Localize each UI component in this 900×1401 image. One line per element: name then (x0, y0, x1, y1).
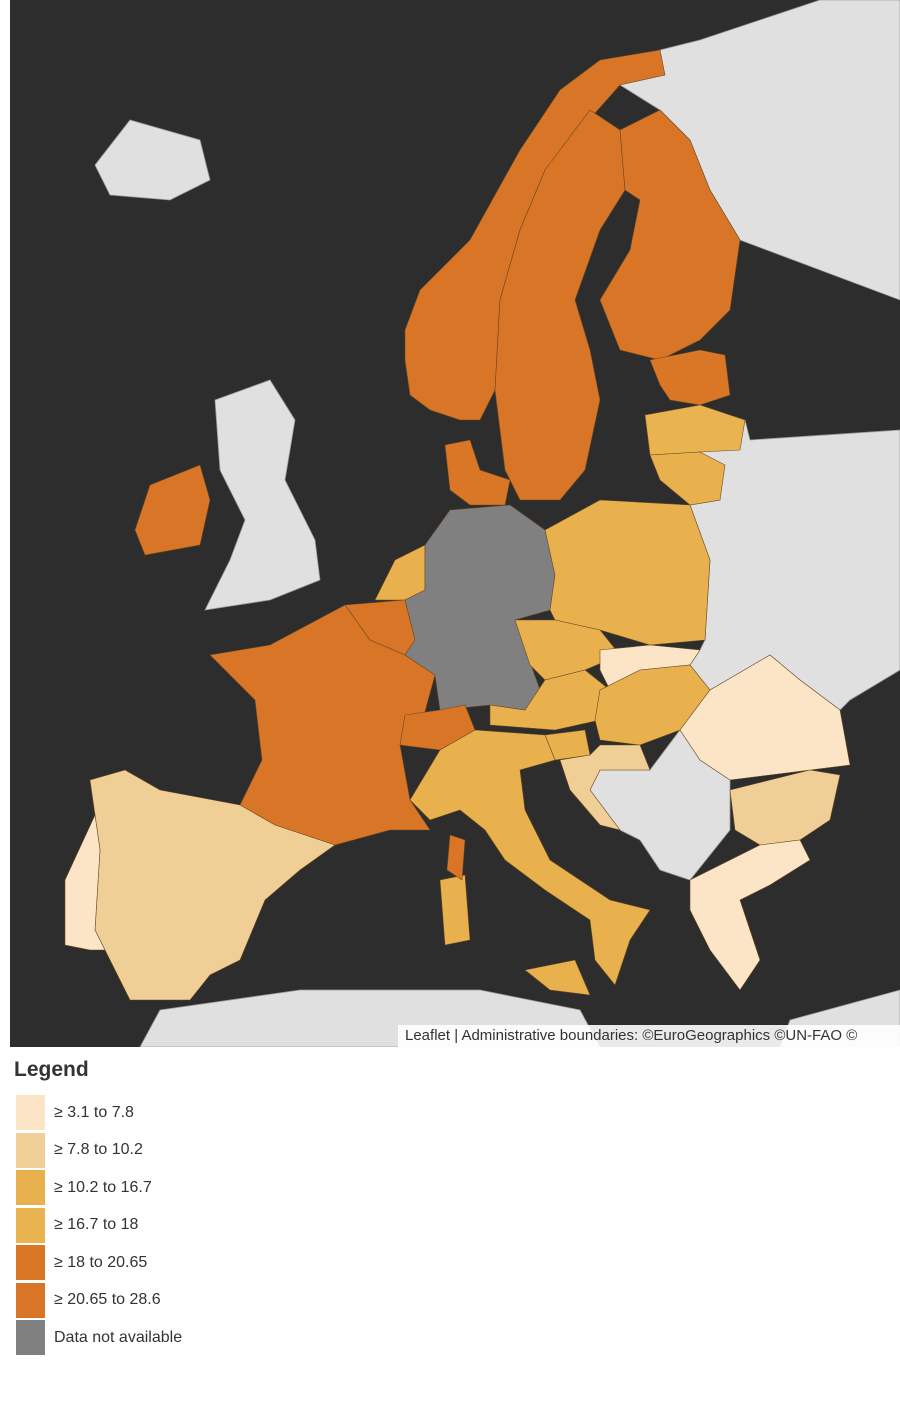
legend-item: ≥ 20.65 to 28.6 (14, 1282, 182, 1320)
legend-swatch (16, 1320, 45, 1356)
united-kingdom (204, 379, 321, 611)
legend-item: Data not available (14, 1319, 182, 1357)
legend-title: Legend (14, 1058, 89, 1081)
legend-item: ≥ 7.8 to 10.2 (14, 1132, 182, 1170)
iceland (94, 119, 211, 201)
legend: Legend ≥ 3.1 to 7.8 ≥ 7.8 to 10.2 ≥ 10.2 t… (14, 1058, 182, 1357)
portugal[interactable] (64, 813, 106, 951)
ireland[interactable] (134, 464, 211, 556)
legend-swatch (16, 1095, 45, 1131)
legend-item: ≥ 10.2 to 16.7 (14, 1169, 182, 1207)
legend-label: ≥ 20.65 to 28.6 (54, 1291, 161, 1309)
finland[interactable] (599, 109, 741, 361)
greece[interactable] (689, 839, 811, 991)
legend-label: Data not available (54, 1328, 183, 1346)
legend-item: ≥ 16.7 to 18 (14, 1207, 182, 1245)
estonia[interactable] (649, 349, 731, 406)
legend-label: ≥ 16.7 to 18 (54, 1216, 139, 1234)
croatia[interactable] (559, 744, 651, 831)
lithuania[interactable] (649, 451, 726, 506)
legend-items: ≥ 3.1 to 7.8 ≥ 7.8 to 10.2 ≥ 10.2 to 16.7 ≥… (14, 1094, 182, 1357)
legend-swatch (16, 1282, 45, 1318)
legend-label: ≥ 18 to 20.65 (54, 1253, 148, 1271)
sicily[interactable] (524, 959, 591, 996)
legend-swatch (16, 1207, 45, 1243)
legend-swatch (16, 1245, 45, 1281)
legend-label: ≥ 7.8 to 10.2 (54, 1141, 143, 1159)
bulgaria[interactable] (729, 769, 841, 846)
italy[interactable] (409, 729, 651, 986)
legend-item: ≥ 3.1 to 7.8 (14, 1094, 182, 1132)
sardinia[interactable] (439, 874, 471, 946)
legend-swatch (16, 1132, 45, 1168)
legend-item: ≥ 18 to 20.65 (14, 1244, 182, 1282)
legend-label: ≥ 10.2 to 16.7 (54, 1178, 152, 1196)
attribution[interactable]: Leaflet | Administrative boundaries: ©Eu… (398, 1025, 900, 1047)
legend-label: ≥ 3.1 to 7.8 (54, 1103, 134, 1121)
corsica[interactable] (446, 834, 466, 881)
legend-swatch (16, 1170, 45, 1206)
romania[interactable] (679, 654, 851, 781)
map[interactable] (0, 0, 900, 1047)
denmark[interactable] (444, 439, 511, 506)
